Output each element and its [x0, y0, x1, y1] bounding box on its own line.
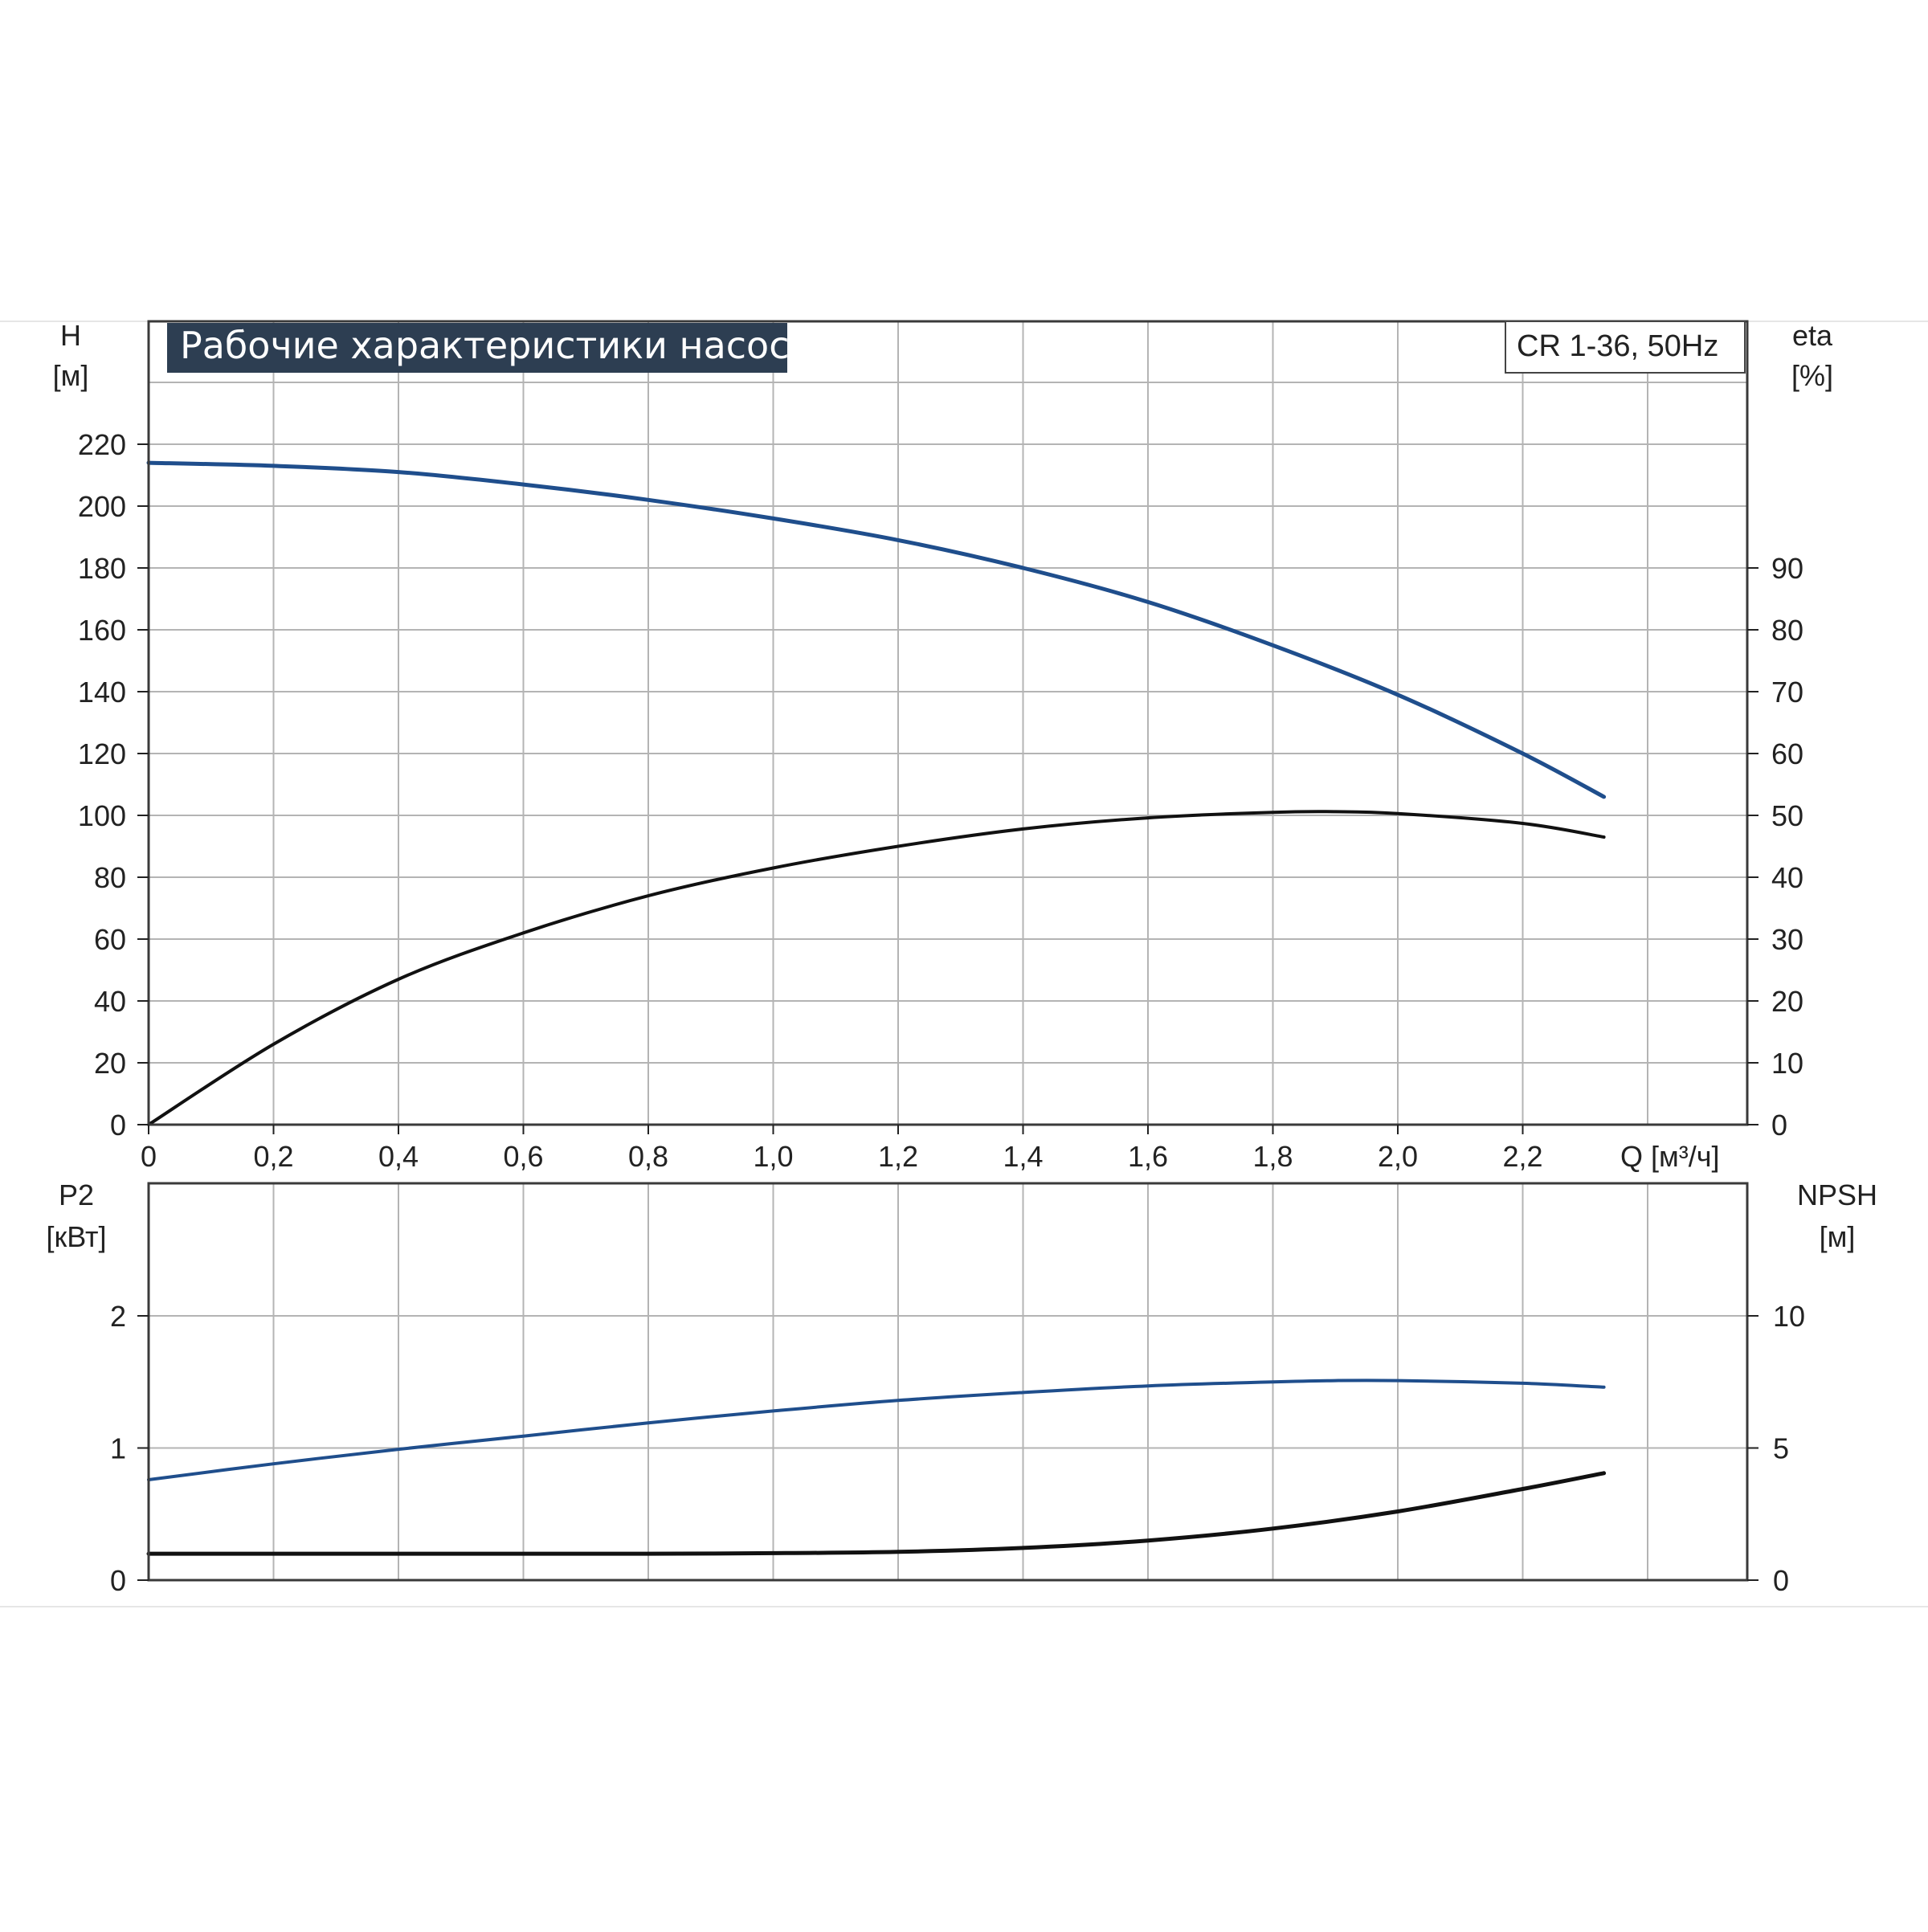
npsh-axis-unit: [м] — [1820, 1220, 1856, 1253]
eta-axis-tick-label: 20 — [1771, 985, 1803, 1018]
h-axis-tick-label: 140 — [78, 676, 126, 709]
npsh-axis-tick-label: 10 — [1773, 1300, 1805, 1333]
bottom-chart-grid — [149, 1183, 1747, 1580]
eta-axis-tick-label: 40 — [1771, 861, 1803, 894]
h-axis-tick-label: 120 — [78, 737, 126, 770]
eta-axis-tick-label: 70 — [1771, 676, 1803, 709]
title-background — [167, 323, 787, 373]
h-axis-tick-label: 220 — [78, 428, 126, 461]
h-axis-tick-label: 100 — [78, 799, 126, 832]
q-axis-tick-label: 1,4 — [1003, 1140, 1043, 1173]
q-axis-tick-label: 1,0 — [753, 1140, 793, 1173]
p2-axis-tick-label: 1 — [110, 1432, 126, 1465]
q-axis-unit-label: Q [м³/ч] — [1620, 1140, 1720, 1173]
npsh-curve — [146, 1471, 1607, 1556]
power-p2-curve — [147, 1379, 1606, 1481]
h-axis-tick-label: 60 — [94, 923, 126, 956]
q-axis-tick-label: 0,2 — [253, 1140, 293, 1173]
q-axis-tick-label: 2,2 — [1502, 1140, 1542, 1173]
h-axis-tick-label: 0 — [110, 1109, 126, 1142]
npsh-axis-tick-label: 5 — [1773, 1432, 1789, 1465]
h-axis-tick-label: 160 — [78, 614, 126, 647]
h-axis-tick-label: 80 — [94, 861, 126, 894]
top-chart-frame — [147, 320, 1749, 1126]
bottom-chart-frame — [147, 1182, 1749, 1582]
axis-ticks — [137, 443, 1758, 1581]
h-axis-unit: [м] — [53, 359, 89, 392]
head-curve — [146, 460, 1607, 799]
q-axis-tick-label: 2,0 — [1378, 1140, 1418, 1173]
p2-axis-tick-label: 0 — [110, 1564, 126, 1597]
h-axis-tick-label: 180 — [78, 552, 126, 585]
q-axis-tick-label: 0 — [141, 1140, 157, 1173]
h-axis-tick-label: 200 — [78, 490, 126, 523]
h-axis-tick-label: 40 — [94, 985, 126, 1018]
eta-axis-tick-label: 60 — [1771, 737, 1803, 770]
eta-axis-tick-label: 90 — [1771, 552, 1803, 585]
q-axis-tick-label: 0,8 — [628, 1140, 668, 1173]
p2-axis-title: P2 — [59, 1178, 94, 1211]
model-box: CR 1-36, 50Hz — [1505, 321, 1746, 374]
q-axis-tick-label: 0,4 — [378, 1140, 419, 1173]
chart-title: Рабочие характеристики насоса — [180, 324, 812, 367]
eta-axis-tick-label: 80 — [1771, 614, 1803, 647]
chart-title-box: Рабочие характеристики насоса — [167, 323, 812, 373]
eta-axis-tick-label: 50 — [1771, 799, 1803, 832]
chart-curves — [146, 460, 1607, 1556]
model-label: CR 1-36, 50Hz — [1517, 329, 1718, 363]
p2-axis-unit: [кВт] — [46, 1220, 106, 1253]
q-axis-tick-label: 1,8 — [1252, 1140, 1293, 1173]
eta-axis-tick-label: 0 — [1771, 1109, 1787, 1142]
eta-axis-tick-label: 30 — [1771, 923, 1803, 956]
eta-axis-unit: [%] — [1791, 359, 1833, 392]
top-chart-grid — [149, 321, 1747, 1125]
q-axis-tick-label: 1,2 — [878, 1140, 918, 1173]
npsh-axis-tick-label: 0 — [1773, 1564, 1789, 1597]
efficiency-curve — [147, 810, 1606, 1126]
eta-axis-title: eta — [1792, 319, 1833, 352]
eta-axis-tick-label: 10 — [1771, 1047, 1803, 1080]
model-box-border — [1505, 321, 1746, 374]
npsh-axis-title: NPSH — [1797, 1178, 1877, 1211]
axis-labels: 0204060801001201401601802002200102030405… — [46, 319, 1877, 1597]
h-axis-tick-label: 20 — [94, 1047, 126, 1080]
q-axis-tick-label: 0,6 — [503, 1140, 543, 1173]
q-axis-tick-label: 1,6 — [1128, 1140, 1168, 1173]
h-axis-title: H — [60, 319, 81, 352]
p2-axis-tick-label: 2 — [110, 1300, 126, 1333]
